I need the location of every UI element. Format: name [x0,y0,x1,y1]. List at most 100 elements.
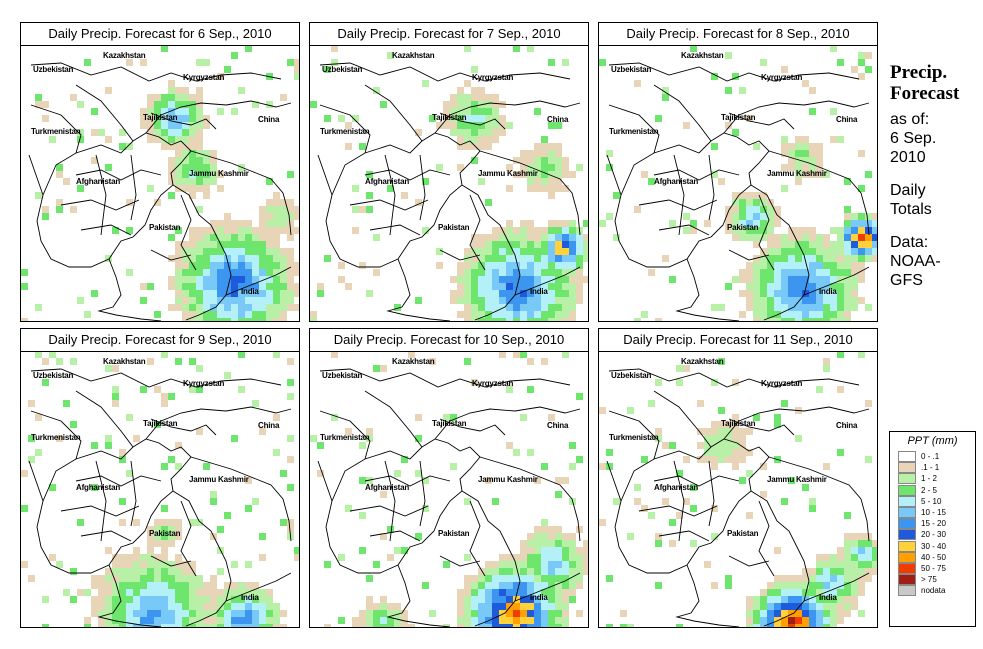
precip-cell [548,568,555,575]
boundary-line [419,154,426,221]
boundary-line [364,169,451,181]
precip-cell [471,575,478,582]
boundary-line [384,460,396,542]
precip-cell [182,596,189,603]
precip-cell [77,589,84,596]
precip-cell [844,234,851,241]
precip-cell [147,561,154,568]
precip-cell [196,171,203,178]
precip-cell [133,603,140,610]
precip-cell [760,227,767,234]
precip-cell [429,358,436,365]
precip-cell [126,143,133,150]
precip-cell [287,248,294,255]
precip-cell [725,575,732,582]
precip-cell [231,276,238,283]
precip-cell [471,157,478,164]
precip-cell [189,589,196,596]
precip-cell [541,540,548,547]
precip-cell [837,297,844,304]
precip-cell [725,421,732,428]
precip-cell [837,449,844,456]
precip-cell [168,283,175,290]
precip-cell [641,456,648,463]
precip-cell [252,234,259,241]
precip-cell [429,610,436,617]
precip-cell [534,304,541,311]
boundary-line [708,460,715,527]
precip-cell [506,185,513,192]
precip-cell [373,269,380,276]
boundary-line [172,184,232,321]
precip-cell [634,498,641,505]
precip-cell [217,171,224,178]
precip-cell [471,318,478,321]
precip-cell [788,269,795,276]
precip-cell [506,122,513,129]
precip-cell [760,269,767,276]
precip-cell [527,311,534,318]
precip-cell [562,276,569,283]
precip-cell [457,143,464,150]
precip-cell [541,269,548,276]
precip-cell [576,248,583,255]
precip-cell [352,206,359,213]
precip-cell [161,143,168,150]
precip-cell [182,297,189,304]
precip-cell [669,220,676,227]
boundary-line [145,406,292,440]
precip-cell [182,115,189,122]
precip-cell [457,136,464,143]
precip-cell [576,568,583,575]
precip-cell [753,617,760,624]
precip-cell [28,575,35,582]
precip-cell [294,213,299,220]
precip-cell [266,199,273,206]
precip-cell [802,617,809,624]
precip-cell [662,442,669,449]
boundary-line [95,460,107,542]
precip-cell [576,393,583,400]
precip-cell [774,234,781,241]
precip-cell [252,255,259,262]
precip-cell [823,283,830,290]
precip-cell [851,283,858,290]
precip-cell [795,178,802,185]
precip-cell [259,206,266,213]
precip-cell [513,589,520,596]
precip-cell [690,45,697,52]
precip-cell [520,171,527,178]
precip-cell [576,575,583,582]
precip-cell [499,582,506,589]
precip-cell [42,358,49,365]
precip-cell [168,276,175,283]
precip-grid [310,351,588,627]
precip-cell [203,304,210,311]
precip-cell [210,220,217,227]
precip-cell [527,596,534,603]
precip-cell [168,617,175,624]
precip-cell [513,290,520,297]
precip-cell [42,115,49,122]
legend-swatch [898,551,916,563]
precip-cell [175,533,182,540]
precip-cell [287,206,294,213]
precip-cell [140,575,147,582]
precip-cell [471,379,478,386]
precip-cell [830,290,837,297]
precip-cell [133,575,140,582]
precip-cell [168,178,175,185]
precip-cell [534,234,541,241]
precip-cell [499,234,506,241]
precip-cell [520,283,527,290]
panel-title: Daily Precip. Forecast for 11 Sep., 2010 [599,329,877,352]
map-label-afghanistan: Afghanistan [654,177,699,186]
precip-cell [865,255,872,262]
precip-cell [168,122,175,129]
precip-cell [844,547,851,554]
precip-cell [837,386,844,393]
precip-cell [324,561,331,568]
precip-cell [294,262,299,269]
precip-cell [245,477,252,484]
precip-cell [732,449,739,456]
